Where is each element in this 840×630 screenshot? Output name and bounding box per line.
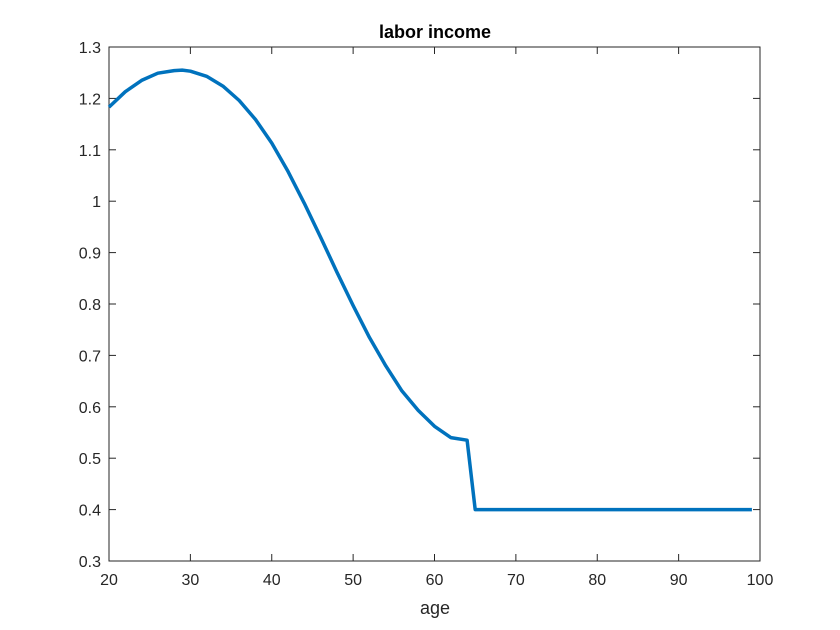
- y-tick-label: 1.1: [79, 143, 101, 160]
- chart-title: labor income: [379, 22, 491, 42]
- x-tick-label: 50: [344, 572, 362, 589]
- x-tick-label: 40: [263, 572, 281, 589]
- y-tick-label: 0.8: [79, 297, 101, 314]
- axis-ticks: 20 30 40 50 60 70 80 90 100 0.3 0.4 0.5 0.6 0.7 0.8 0.9…: [79, 40, 774, 589]
- y-tick-label: 0.9: [79, 246, 101, 263]
- series-group: [107, 68, 752, 512]
- y-tick-label: 1: [92, 194, 101, 211]
- x-tick-label: 100: [747, 572, 774, 589]
- x-tick-label: 60: [426, 572, 444, 589]
- x-tick-label: 80: [588, 572, 606, 589]
- y-tick-label: 0.7: [79, 348, 101, 365]
- y-tick-label: 0.4: [79, 503, 101, 520]
- y-tick-label: 1.3: [79, 40, 101, 57]
- y-tick-label: 0.5: [79, 451, 101, 468]
- x-axis-label: age: [420, 598, 450, 618]
- y-tick-label: 0.6: [79, 400, 101, 417]
- y-tick-label: 1.2: [79, 91, 101, 108]
- series-line: [107, 68, 752, 512]
- x-tick-label: 20: [100, 572, 118, 589]
- x-tick-label: 70: [507, 572, 525, 589]
- x-tick-label: 30: [181, 572, 199, 589]
- x-tick-label: 90: [670, 572, 688, 589]
- y-tick-label: 0.3: [79, 554, 101, 571]
- plot-area: [108, 46, 761, 562]
